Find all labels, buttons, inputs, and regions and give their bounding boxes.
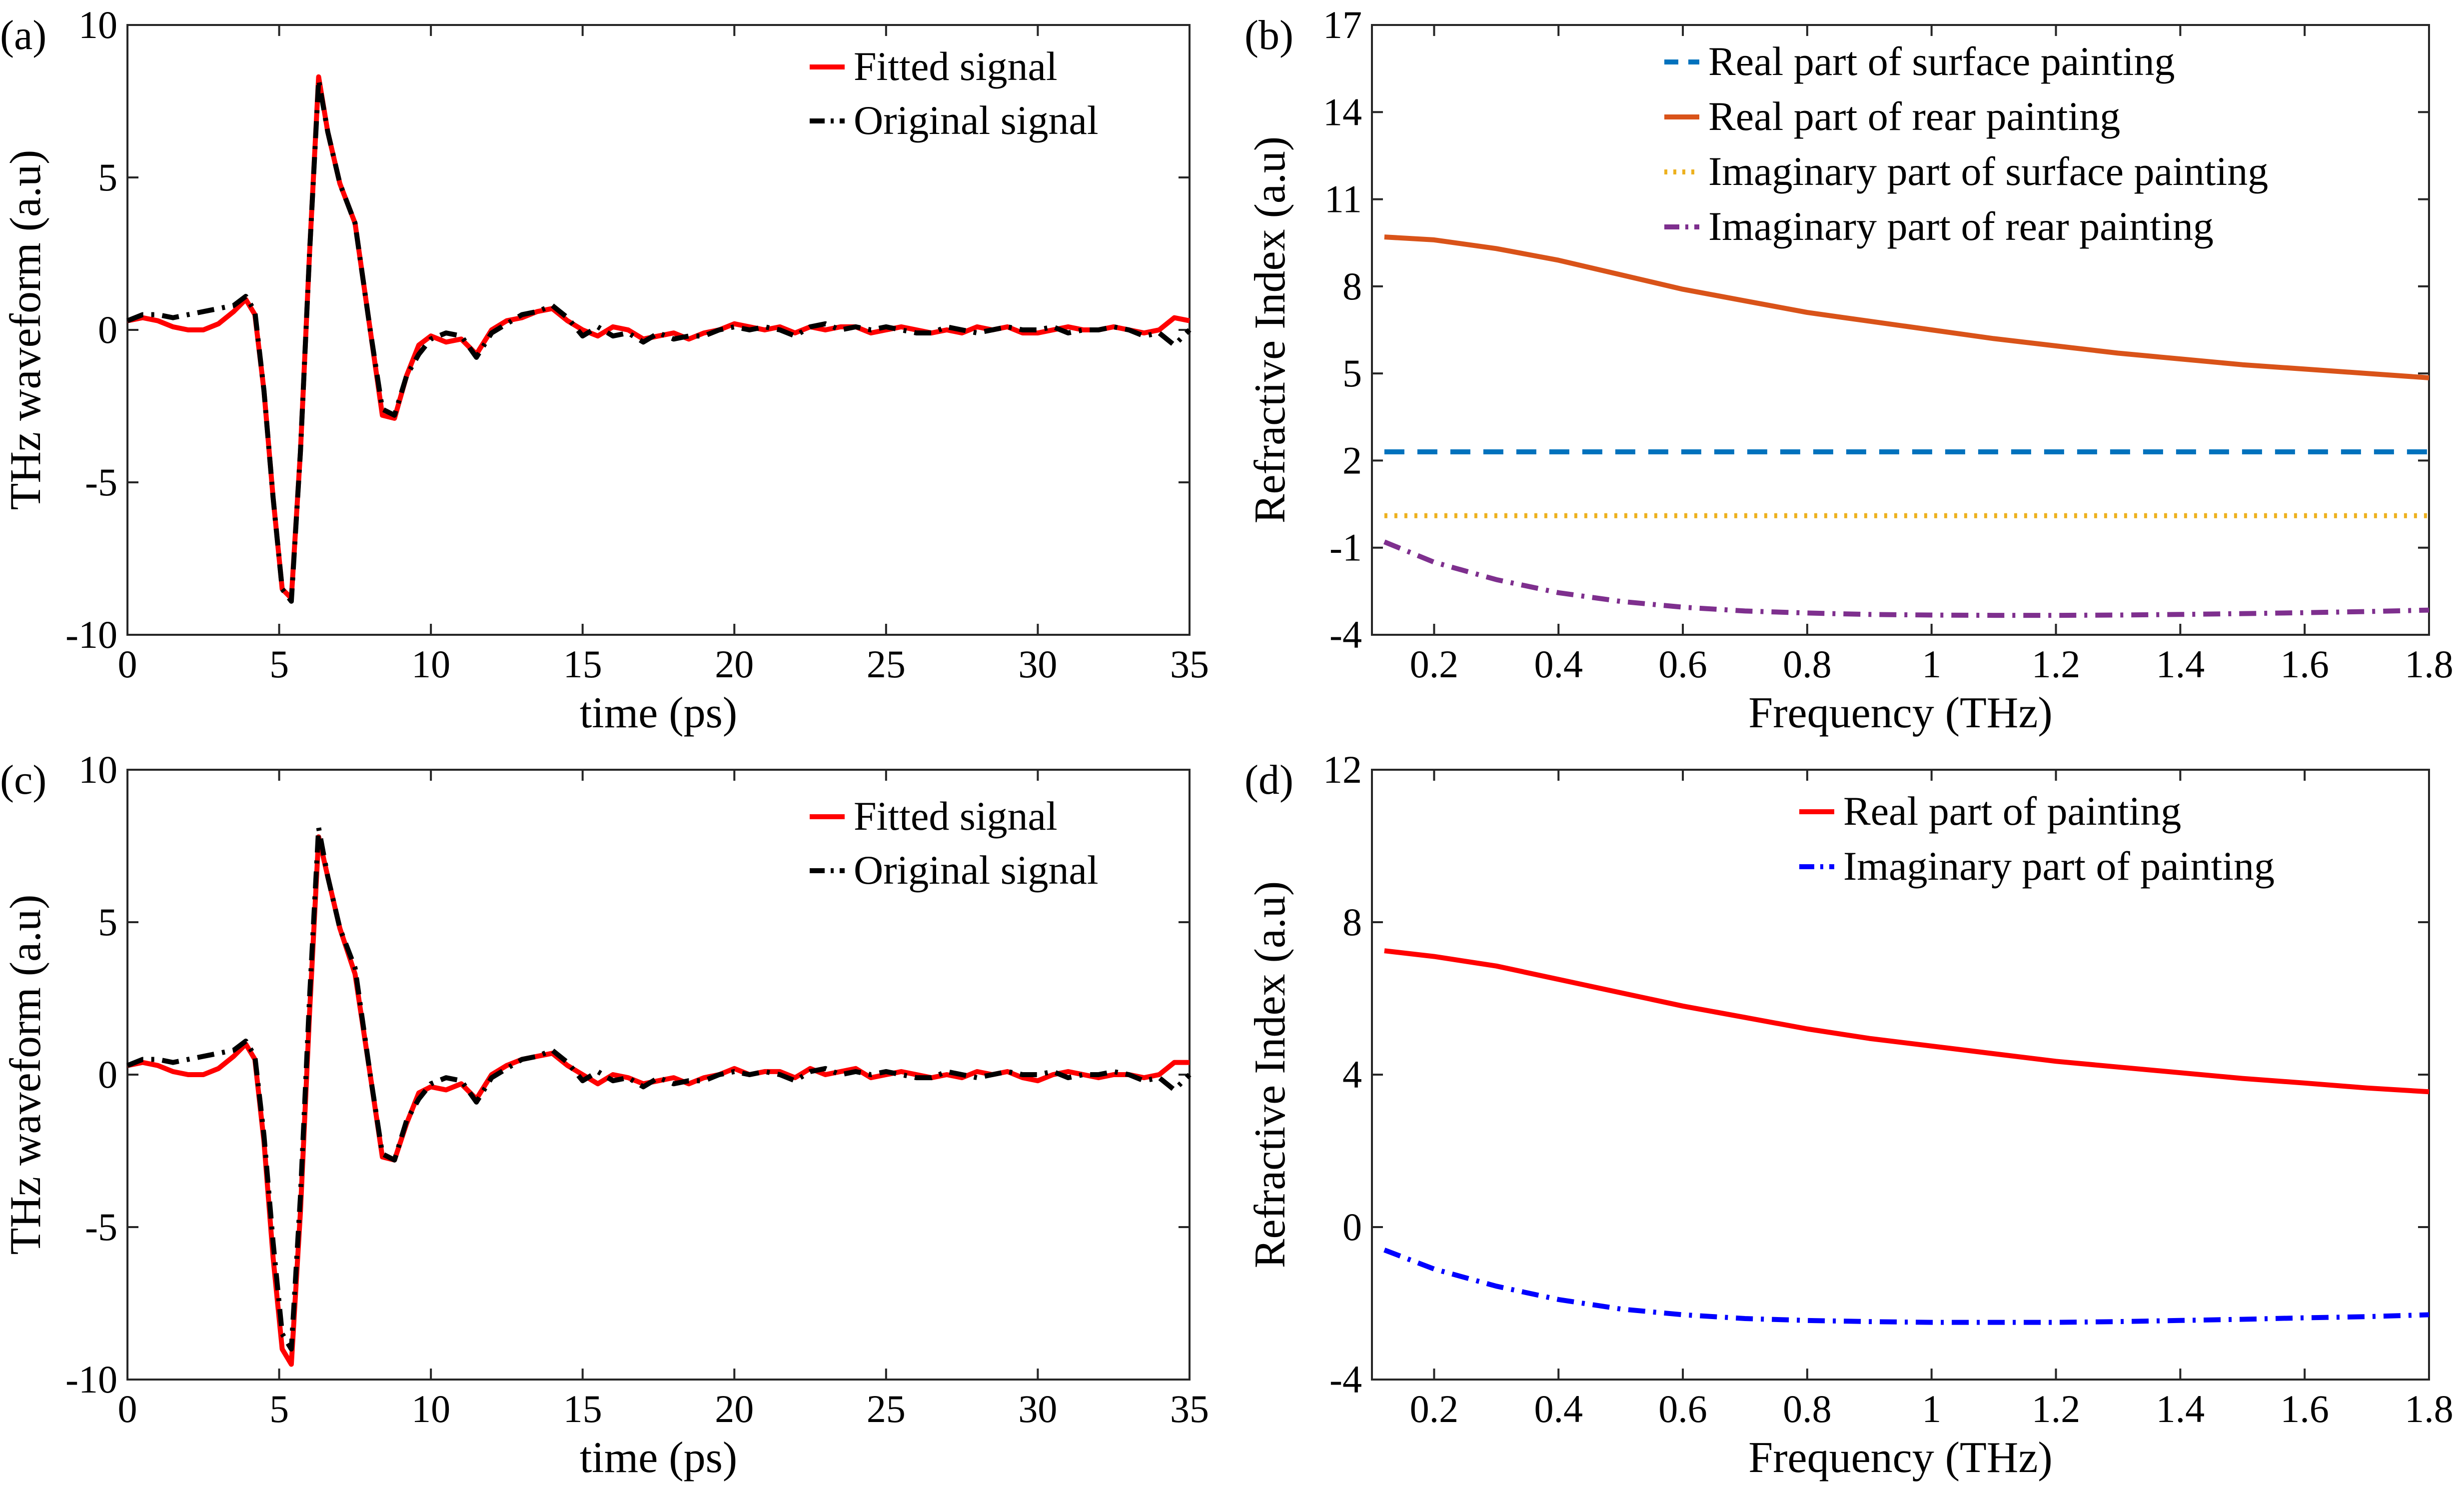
- x-tick-label: 1.2: [2032, 1387, 2081, 1431]
- y-tick-label: 0: [98, 308, 117, 351]
- panel-a: 0 5 10 15 20 25 30 35 -10 -5 0 5 10 time (ps) THz wave…: [0, 3, 1209, 737]
- x-tick-label: 5: [269, 642, 289, 686]
- legend-entry: Imaginary part of rear painting: [1708, 203, 2214, 249]
- panel-c: 0 5 10 15 20 25 30 35 -10 -5 0 5 10 time (ps) THz wave…: [0, 748, 1209, 1482]
- x-tick-label: 25: [867, 642, 906, 686]
- y-tick-label: 12: [1323, 748, 1362, 791]
- y-axis-label: THz waveform (a.u): [1, 150, 50, 510]
- series-line-1: [1384, 948, 2430, 1095]
- legend: Fitted signal Original signal: [810, 43, 1099, 143]
- legend-entry: Real part of surface painting: [1708, 38, 2175, 84]
- x-tick-label: 20: [715, 1387, 754, 1431]
- y-tick-label: -10: [65, 613, 117, 656]
- x-tick-label: 25: [867, 1387, 906, 1431]
- x-tick-label: 1.4: [2156, 1387, 2205, 1431]
- y-tick-label: 11: [1324, 177, 1362, 221]
- x-tick-label: 1.8: [2405, 1387, 2454, 1431]
- legend-entry: Imaginary part of surface painting: [1708, 148, 2268, 194]
- x-tick-label: 5: [269, 1387, 289, 1431]
- panel-label: (c): [0, 757, 46, 803]
- x-tick-label: 1.2: [2032, 642, 2081, 686]
- x-tick-label: 30: [1018, 1387, 1057, 1431]
- panel-label: (b): [1244, 12, 1293, 58]
- x-tick-label: 0.2: [1410, 1387, 1459, 1431]
- x-tick-label: 1.4: [2156, 642, 2205, 686]
- y-tick-label: 8: [1342, 900, 1362, 944]
- y-tick-label: 17: [1323, 3, 1362, 46]
- x-tick-label: 0.2: [1410, 642, 1459, 686]
- y-tick-label: 4: [1342, 1053, 1362, 1096]
- x-tick-label: 0.4: [1534, 1387, 1583, 1431]
- x-tick-label: 35: [1170, 642, 1209, 686]
- y-tick-label: -4: [1329, 613, 1362, 656]
- legend-entry: Real part of painting: [1843, 788, 2181, 834]
- y-tick-label: 5: [1342, 351, 1362, 395]
- x-axis-label: time (ps): [580, 1434, 737, 1482]
- x-tick-label: 20: [715, 642, 754, 686]
- x-tick-label: 1: [1922, 1387, 1941, 1431]
- series-line-2: [1383, 1248, 2430, 1325]
- y-tick-label: -4: [1329, 1358, 1362, 1401]
- x-tick-label: 0: [118, 642, 137, 686]
- legend-entry: Fitted signal: [854, 793, 1058, 839]
- x-tick-label: 30: [1018, 642, 1057, 686]
- x-axis-label: Frequency (THz): [1748, 1434, 2052, 1482]
- x-tick-label: 10: [411, 1387, 450, 1431]
- y-tick-label: -5: [85, 1205, 117, 1249]
- y-tick-label: 5: [98, 900, 117, 944]
- y-tick-label: -5: [85, 460, 117, 504]
- series-line-2: [1384, 234, 2430, 380]
- y-axis-label: Refractive Index (a.u): [1246, 136, 1294, 523]
- x-tick-label: 1: [1922, 642, 1941, 686]
- panel-label: (a): [0, 12, 46, 58]
- y-axis-label: Refractive Index (a.u): [1246, 881, 1294, 1268]
- legend-entry: Original signal: [854, 847, 1099, 893]
- y-tick-label: 8: [1342, 264, 1362, 308]
- x-axis-label: Frequency (THz): [1748, 689, 2052, 737]
- x-tick-label: 1.6: [2280, 1387, 2329, 1431]
- legend-entry: Original signal: [854, 97, 1099, 143]
- y-tick-label: 2: [1342, 438, 1362, 482]
- panel-b: 0.2 0.4 0.6 0.8 1 1.2 1.4 1.6 1.8 -4 -1 2 5 8 11 14 17 Fr…: [1244, 3, 2454, 737]
- legend: Real part of surface painting Real part o…: [1664, 38, 2268, 249]
- x-tick-label: 1.8: [2405, 642, 2454, 686]
- x-axis-label: time (ps): [580, 689, 737, 737]
- legend-entry: Fitted signal: [854, 43, 1058, 89]
- axes-frame-b: [1371, 24, 2430, 636]
- y-tick-label: 0: [98, 1053, 117, 1096]
- y-tick-label: -10: [65, 1358, 117, 1401]
- legend: Fitted signal Original signal: [810, 793, 1099, 893]
- x-tick-label: 0.6: [1658, 1387, 1707, 1431]
- y-tick-label: -1: [1329, 526, 1362, 569]
- panel-label: (d): [1244, 757, 1293, 803]
- legend-entry: Real part of rear painting: [1708, 93, 2120, 139]
- x-tick-label: 1.6: [2280, 642, 2329, 686]
- x-tick-label: 0.8: [1783, 1387, 1832, 1431]
- x-tick-label: 35: [1170, 1387, 1209, 1431]
- x-tick-label: 0.6: [1658, 642, 1707, 686]
- x-tick-label: 10: [411, 642, 450, 686]
- y-tick-label: 10: [78, 3, 117, 46]
- y-tick-label: 0: [1342, 1205, 1362, 1249]
- series-line-2: [126, 77, 1192, 604]
- x-tick-label: 15: [563, 1387, 602, 1431]
- x-tick-label: 15: [563, 642, 602, 686]
- legend-entry: Imaginary part of painting: [1843, 843, 2275, 889]
- y-axis-label: THz waveform (a.u): [1, 895, 50, 1255]
- y-tick-label: 5: [98, 155, 117, 199]
- series-line-2: [126, 825, 1192, 1352]
- y-tick-label: 14: [1323, 90, 1362, 133]
- series-line-4: [1383, 539, 2430, 618]
- x-tick-label: 0.8: [1783, 642, 1832, 686]
- x-tick-label: 0: [118, 1387, 137, 1431]
- legend: Real part of painting Imaginary part of p…: [1799, 788, 2275, 889]
- x-tick-label: 0.4: [1534, 642, 1583, 686]
- y-tick-label: 10: [78, 748, 117, 791]
- panel-d: 0.2 0.4 0.6 0.8 1 1.2 1.4 1.6 1.8 -4 0 4 8 12 Frequenc…: [1244, 748, 2454, 1482]
